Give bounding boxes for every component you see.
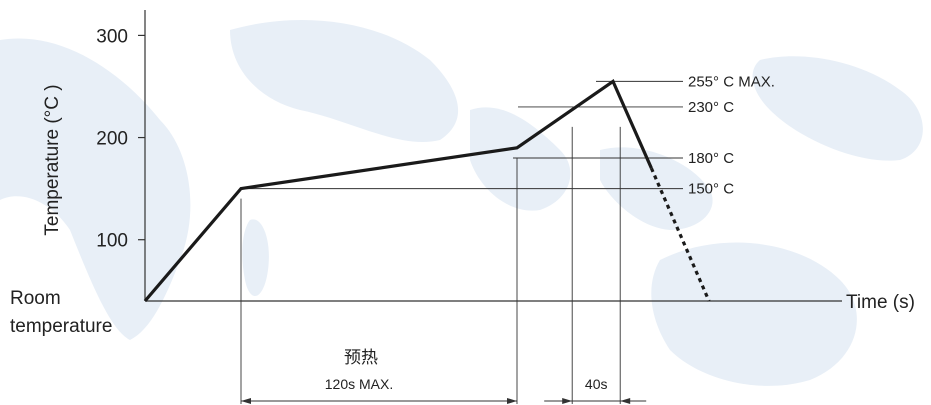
phase-duration: 40s: [585, 376, 608, 392]
y-tick-label: 300: [96, 26, 128, 47]
x-axis-title: Time (s): [846, 292, 915, 313]
phase-name: 预热: [344, 348, 378, 367]
y-tick-label: 200: [96, 129, 128, 150]
temperature-profile-line: [143, 78, 653, 303]
reference-label: 255° C MAX.: [688, 73, 775, 90]
reference-label: 230° C: [688, 99, 734, 116]
y-axis-title: Temperature (°C ): [42, 84, 63, 235]
arrow-head: [562, 398, 573, 404]
arrow-head: [620, 398, 631, 404]
reference-label: 150° C: [688, 181, 734, 198]
room-temperature-label-line1: Room: [10, 288, 61, 309]
y-tick-label: 100: [96, 231, 128, 252]
arrow-head: [241, 398, 251, 404]
axes: 100 200 300: [96, 10, 842, 302]
series-group: [143, 78, 711, 303]
phase-duration: 120s MAX.: [325, 376, 393, 392]
room-temperature-label-line2: temperature: [10, 316, 112, 337]
arrow-head: [507, 398, 517, 404]
reference-lines: 255° C MAX. 230° C 180° C 150° C: [246, 73, 775, 198]
reference-label: 180° C: [688, 150, 734, 167]
world-map-background: [0, 20, 923, 386]
cooling-dotted-line: [649, 167, 711, 302]
phase-annotations: 预热 120s MAX. 40s: [240, 126, 647, 404]
